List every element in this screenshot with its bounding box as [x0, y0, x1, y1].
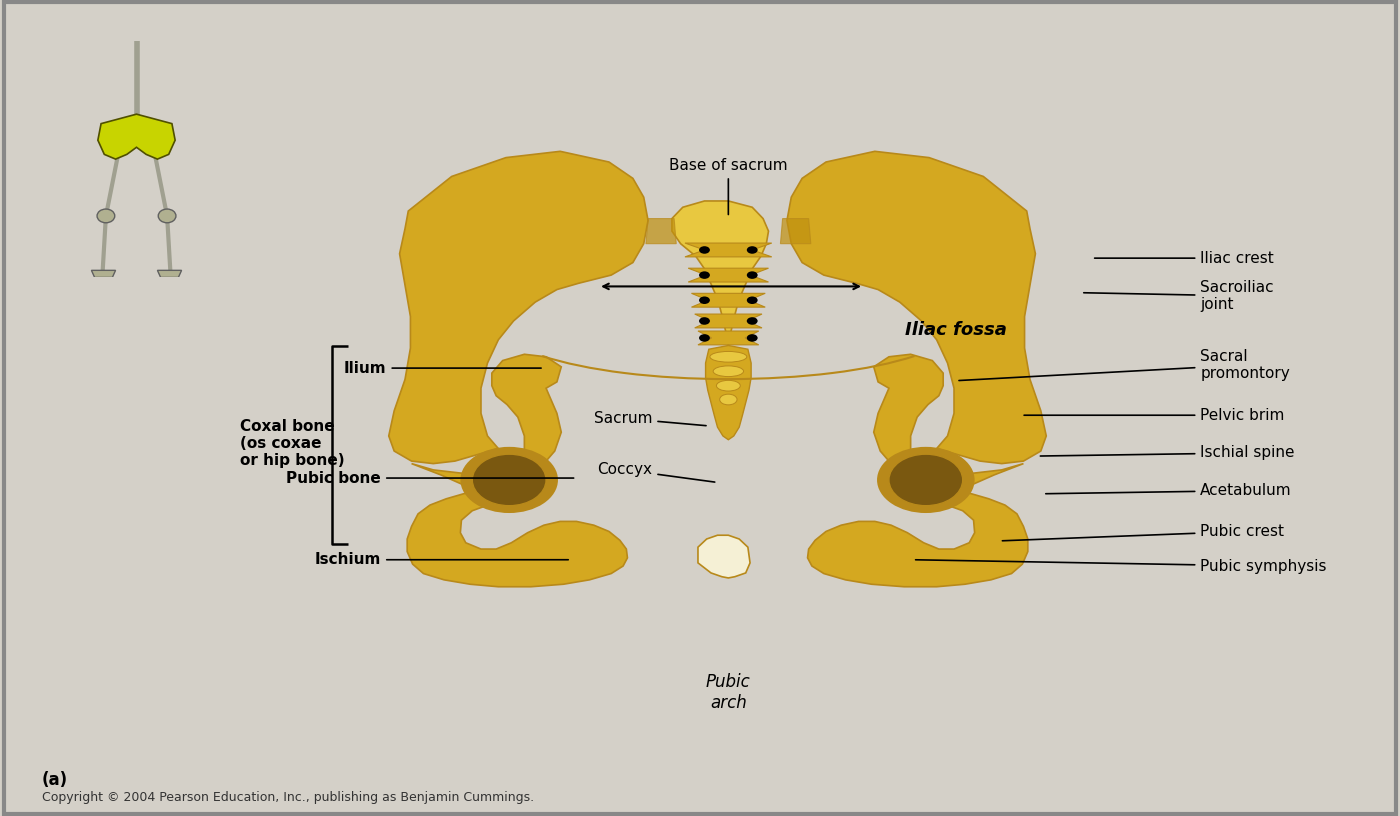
Polygon shape: [645, 219, 676, 244]
Polygon shape: [692, 293, 766, 307]
Ellipse shape: [699, 296, 710, 304]
Polygon shape: [407, 354, 627, 587]
Ellipse shape: [462, 448, 557, 512]
Text: Sacral
promontory: Sacral promontory: [959, 348, 1289, 381]
Ellipse shape: [746, 296, 757, 304]
Text: Iliac fossa: Iliac fossa: [906, 322, 1007, 339]
Text: Acetabulum: Acetabulum: [1046, 483, 1292, 498]
Text: Sacrum: Sacrum: [594, 411, 706, 426]
Polygon shape: [672, 201, 769, 346]
Text: Ischium: Ischium: [315, 552, 568, 567]
Ellipse shape: [710, 352, 746, 362]
Polygon shape: [694, 314, 762, 328]
Text: Coccyx: Coccyx: [598, 463, 715, 482]
Polygon shape: [157, 270, 182, 277]
Ellipse shape: [472, 455, 546, 506]
Text: Pubic symphysis: Pubic symphysis: [916, 558, 1327, 574]
Ellipse shape: [97, 209, 115, 223]
Ellipse shape: [699, 272, 710, 279]
Ellipse shape: [713, 366, 743, 376]
Polygon shape: [706, 345, 752, 440]
Ellipse shape: [699, 335, 710, 342]
Text: Ischial spine: Ischial spine: [1040, 446, 1295, 460]
Text: Coxal bone
(os coxae
or hip bone): Coxal bone (os coxae or hip bone): [241, 419, 344, 468]
Text: Copyright © 2004 Pearson Education, Inc., publishing as Benjamin Cummings.: Copyright © 2004 Pearson Education, Inc.…: [42, 792, 535, 805]
Polygon shape: [808, 354, 1028, 587]
Ellipse shape: [746, 246, 757, 254]
Polygon shape: [689, 268, 769, 282]
Text: Pubic crest: Pubic crest: [1002, 524, 1284, 541]
Text: Pubic
arch: Pubic arch: [706, 673, 750, 712]
Ellipse shape: [746, 272, 757, 279]
Ellipse shape: [699, 246, 710, 254]
Ellipse shape: [699, 317, 710, 325]
Ellipse shape: [720, 394, 736, 405]
Ellipse shape: [158, 209, 176, 223]
Text: (a): (a): [42, 771, 69, 789]
Text: Sacroiliac
joint: Sacroiliac joint: [1084, 280, 1274, 312]
Polygon shape: [98, 114, 175, 159]
Polygon shape: [787, 151, 1046, 463]
Ellipse shape: [746, 317, 757, 325]
Polygon shape: [389, 151, 648, 463]
Text: Base of sacrum: Base of sacrum: [669, 158, 788, 215]
Polygon shape: [685, 243, 771, 257]
Text: Iliac crest: Iliac crest: [1095, 251, 1274, 266]
Text: Pubic bone: Pubic bone: [287, 471, 574, 486]
Text: Pelvic brim: Pelvic brim: [1023, 408, 1285, 423]
Ellipse shape: [717, 380, 741, 391]
Ellipse shape: [746, 335, 757, 342]
Polygon shape: [699, 535, 750, 578]
Polygon shape: [780, 219, 811, 244]
Polygon shape: [91, 270, 116, 277]
Ellipse shape: [889, 455, 963, 506]
Text: Ilium: Ilium: [344, 361, 542, 375]
Polygon shape: [699, 331, 759, 345]
Ellipse shape: [878, 448, 973, 512]
